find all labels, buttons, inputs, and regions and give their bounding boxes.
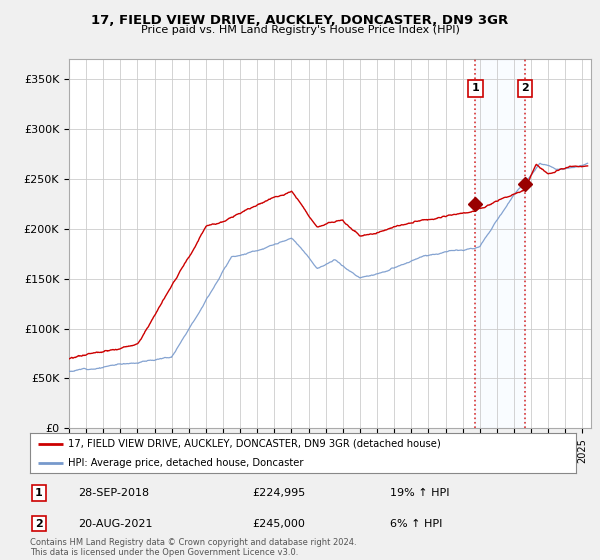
Text: 17, FIELD VIEW DRIVE, AUCKLEY, DONCASTER, DN9 3GR (detached house): 17, FIELD VIEW DRIVE, AUCKLEY, DONCASTER… [68, 439, 441, 449]
Text: Contains HM Land Registry data © Crown copyright and database right 2024.
This d: Contains HM Land Registry data © Crown c… [30, 538, 356, 557]
Text: 19% ↑ HPI: 19% ↑ HPI [390, 488, 449, 498]
Text: 28-SEP-2018: 28-SEP-2018 [78, 488, 149, 498]
Text: Price paid vs. HM Land Registry's House Price Index (HPI): Price paid vs. HM Land Registry's House … [140, 25, 460, 35]
Text: 2: 2 [521, 83, 529, 94]
Text: HPI: Average price, detached house, Doncaster: HPI: Average price, detached house, Donc… [68, 458, 304, 468]
Text: 2: 2 [35, 519, 43, 529]
Text: 1: 1 [472, 83, 479, 94]
Text: £224,995: £224,995 [252, 488, 305, 498]
Text: 17, FIELD VIEW DRIVE, AUCKLEY, DONCASTER, DN9 3GR: 17, FIELD VIEW DRIVE, AUCKLEY, DONCASTER… [91, 14, 509, 27]
Bar [475, 59, 525, 428]
Text: 20-AUG-2021: 20-AUG-2021 [78, 519, 152, 529]
Text: £245,000: £245,000 [252, 519, 305, 529]
Text: 6% ↑ HPI: 6% ↑ HPI [390, 519, 442, 529]
Text: 1: 1 [35, 488, 43, 498]
